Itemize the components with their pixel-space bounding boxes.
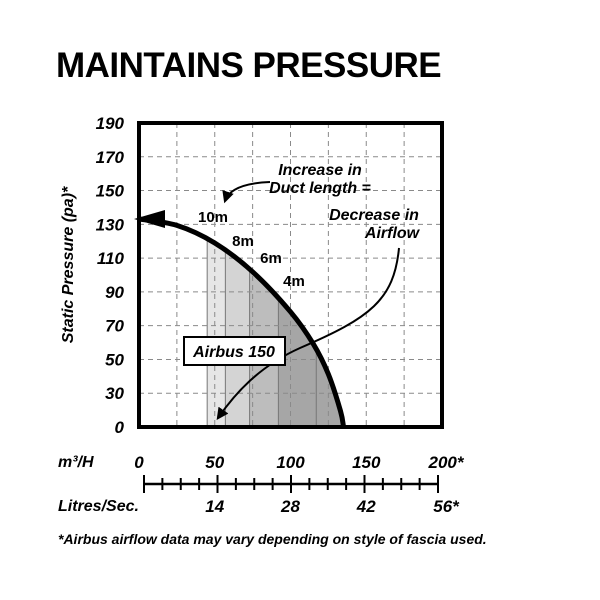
duct-band-10m <box>207 219 226 427</box>
y-tick-label: 170 <box>96 148 125 167</box>
x-axis-unit-litres: Litres/Sec. <box>58 498 139 515</box>
duct-label-4m: 4m <box>283 273 305 290</box>
product-badge <box>183 336 286 366</box>
x-tick-labels-m3h: 0 50 100 150 200* <box>134 453 465 472</box>
y-tick-label: 50 <box>105 350 124 369</box>
x-tick-label-m3h: 0 <box>134 453 144 472</box>
curve-arrowhead <box>134 210 165 228</box>
y-tick-label: 90 <box>105 283 124 302</box>
x-tick-label-m3h: 50 <box>205 453 224 472</box>
x-tick-label-litres: 42 <box>356 497 376 516</box>
x-tick-label-litres: 28 <box>280 497 300 516</box>
performance-curve <box>138 216 346 428</box>
x-tick-label-m3h: 100 <box>276 453 305 472</box>
increase-arrow <box>222 181 271 204</box>
y-tick-label: 190 <box>96 114 125 133</box>
y-tick-label: 30 <box>105 384 124 403</box>
duct-label-8m: 8m <box>232 233 254 250</box>
x-tick-label-m3h: 200* <box>428 453 465 472</box>
footnote: *Airbus airflow data may vary depending … <box>58 531 487 547</box>
y-tick-label: 0 <box>115 418 125 437</box>
annotation-decrease-line2: Airflow <box>364 225 421 242</box>
page-title: MAINTAINS PRESSURE <box>56 46 442 85</box>
product-badge-label: Airbus 150 <box>192 344 275 361</box>
duct-label-6m: 6m <box>260 250 282 267</box>
y-tick-labels: 190 170 150 130 110 90 70 50 30 0 <box>96 114 125 437</box>
x-tick-label-litres: 14 <box>205 497 224 516</box>
y-tick-label: 150 <box>96 182 125 201</box>
duct-label-10m: 10m <box>198 209 228 226</box>
plot-frame <box>137 121 444 429</box>
y-tick-label: 110 <box>97 249 125 268</box>
y-tick-label: 130 <box>96 215 125 234</box>
x-tick-label-litres: 56* <box>433 497 460 516</box>
annotation-increase-line1: Increase in <box>278 162 362 179</box>
annotation-decrease-line1: Decrease in <box>329 207 419 224</box>
y-axis-label: Static Pressure (pa)* <box>60 186 77 343</box>
annotation-increase-line2: Duct length = <box>269 180 371 197</box>
duct-band-8m <box>225 219 250 427</box>
x-axis-unit-m3h: m³/H <box>58 454 94 471</box>
axis-scale-ticks <box>143 475 439 493</box>
y-tick-label: 70 <box>105 317 124 336</box>
x-tick-labels-litres: 14 28 42 56* <box>205 497 460 516</box>
x-tick-label-m3h: 150 <box>352 453 381 472</box>
decrease-arrow <box>216 247 400 420</box>
